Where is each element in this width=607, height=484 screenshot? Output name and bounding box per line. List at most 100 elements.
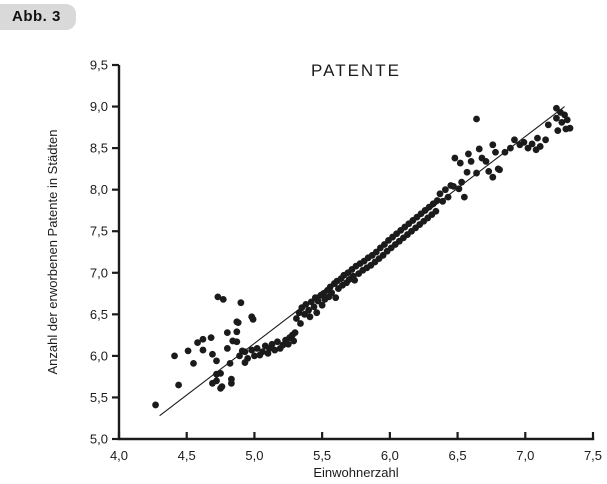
data-point (496, 166, 503, 174)
data-point (236, 352, 243, 360)
data-point (194, 339, 201, 346)
data-point (563, 116, 571, 124)
data-point (473, 115, 480, 123)
data-point (441, 186, 449, 194)
data-point (528, 140, 536, 148)
data-point (379, 251, 387, 259)
data-point (233, 328, 241, 336)
data-point (492, 148, 499, 156)
data-point (473, 169, 480, 177)
data-point (274, 338, 281, 346)
data-point (302, 300, 310, 308)
x-tick-label: 6,5 (449, 448, 467, 463)
data-point (506, 144, 514, 152)
data-point (305, 306, 312, 314)
data-point (520, 138, 528, 146)
x-tick-label: 7,5 (584, 448, 602, 463)
data-point (291, 329, 299, 337)
data-point (244, 354, 252, 362)
data-point (372, 248, 380, 256)
data-point (214, 293, 222, 301)
y-tick-label: 7,0 (90, 265, 108, 280)
data-point (432, 207, 440, 215)
data-point (456, 159, 464, 167)
data-point (439, 197, 447, 205)
x-tick-label: 4,5 (178, 448, 196, 463)
data-point (199, 346, 207, 354)
data-point (306, 313, 314, 321)
data-point (301, 310, 308, 318)
data-point (199, 335, 207, 343)
data-point (553, 104, 560, 112)
data-point (455, 185, 463, 193)
data-point (534, 134, 541, 142)
data-point (433, 197, 441, 204)
data-point (314, 297, 322, 305)
x-tick-label: 5,0 (245, 448, 263, 463)
data-point (436, 190, 444, 198)
y-tick-label: 8,0 (90, 182, 108, 197)
y-tick-label: 5,5 (90, 390, 108, 405)
data-point (310, 303, 318, 311)
data-point (450, 182, 457, 190)
data-point (213, 357, 220, 365)
data-point (465, 150, 472, 158)
data-point (290, 337, 298, 345)
x-tick-label: 4,0 (110, 448, 128, 463)
data-point (307, 298, 315, 306)
data-point (566, 124, 574, 132)
data-point (318, 301, 326, 309)
data-point (171, 352, 178, 360)
data-point (209, 350, 216, 358)
data-point (248, 346, 256, 354)
data-point (501, 148, 509, 156)
x-tick-label: 6,0 (381, 448, 399, 463)
data-point (485, 167, 493, 175)
data-point (451, 154, 459, 162)
data-point (489, 173, 497, 181)
data-point (524, 144, 532, 152)
data-point (313, 309, 321, 317)
y-tick-label: 8,5 (90, 141, 108, 156)
figure-label: Abb. 3 (0, 4, 76, 30)
data-point (542, 136, 549, 144)
data-point (226, 359, 234, 367)
x-tick-label: 7,0 (516, 448, 534, 463)
data-point (553, 114, 560, 122)
data-point (444, 193, 452, 201)
y-tick-label: 9,0 (90, 99, 108, 114)
data-point (536, 143, 544, 150)
data-point (458, 178, 466, 186)
data-point (251, 352, 258, 360)
data-point (241, 348, 249, 356)
data-point (219, 295, 227, 303)
data-point (293, 315, 300, 322)
data-point (351, 276, 359, 284)
data-point (234, 319, 242, 327)
data-point (223, 345, 231, 352)
data-point (249, 315, 257, 323)
data-point (175, 381, 182, 389)
data-point (558, 118, 566, 126)
data-point (218, 383, 226, 391)
data-point (268, 340, 276, 348)
y-tick-label: 6,5 (90, 307, 108, 322)
x-tick-label: 5,5 (313, 448, 331, 463)
chart-title: PATENTE (311, 61, 401, 80)
data-point (463, 168, 471, 176)
data-point (253, 345, 261, 352)
data-point (460, 193, 468, 201)
y-tick-label: 7,5 (90, 224, 108, 239)
y-tick-label: 6,0 (90, 348, 108, 363)
data-point (332, 294, 340, 302)
y-tick-label: 5,0 (90, 432, 108, 447)
data-point (475, 145, 483, 153)
data-point (207, 334, 215, 342)
data-point (213, 377, 220, 385)
data-point (554, 127, 562, 135)
y-axis-title: Anzahl der erworbenen Patente in Städten (45, 129, 60, 374)
data-point (271, 346, 279, 354)
data-point (228, 375, 235, 383)
